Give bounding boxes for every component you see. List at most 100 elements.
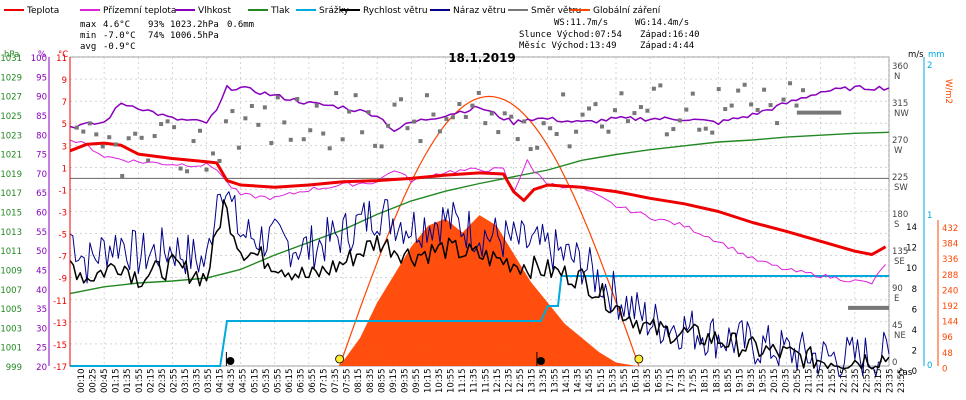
wind-direction-point (600, 124, 605, 129)
hpa-tick-label: 1021 (0, 151, 22, 161)
wind-direction-point (723, 107, 728, 112)
time-tick-label: 22:15 (839, 369, 849, 394)
wind-direction-point (295, 97, 300, 102)
direction-tick-name: W (894, 146, 903, 156)
hpa-tick-label: 1015 (0, 209, 22, 219)
time-tick-label: 13:15 (527, 369, 537, 394)
wind-direction-point (133, 131, 138, 136)
wind-direction-point (146, 158, 151, 163)
time-tick-label: 21:15 (805, 369, 815, 394)
pct-tick-label: 100 (31, 54, 47, 64)
hpa-tick-label: 1011 (0, 247, 22, 257)
wind-direction-point (262, 105, 267, 110)
direction-tick-deg: 360 (892, 62, 908, 72)
wind-direction-point (418, 139, 423, 144)
wind-direction-point (690, 91, 695, 96)
pct-tick-label: 85 (36, 112, 47, 122)
humidity-line (69, 84, 890, 133)
time-tick-label: 14:55 (585, 369, 595, 394)
wind-direction-point (411, 119, 416, 124)
wind-direction-point (178, 166, 183, 171)
wind-direction-point (496, 130, 501, 135)
legend-label: Rychlost větru (363, 6, 428, 16)
wind-direction-point (113, 142, 118, 147)
wind-direction-point (645, 108, 650, 113)
wind-direction-point (742, 82, 747, 87)
time-tick-label: 00:45 (100, 369, 110, 394)
stats-avg-label: avg (80, 42, 96, 52)
stats-max-pressure: 1023.2hPa (170, 20, 219, 30)
moon-set-marker (226, 357, 235, 365)
wind-direction-point (243, 116, 248, 121)
wind-direction-point (308, 128, 313, 133)
pct-tick-label: 70 (36, 170, 47, 180)
axis-unit-degc: °C (58, 50, 68, 60)
wind-direction-point (249, 103, 254, 108)
wind-direction-point (347, 109, 352, 114)
wind-direction-point (561, 92, 566, 97)
degc-tick-label: 11 (56, 54, 67, 64)
wind-direction-point (172, 125, 177, 130)
wind-direction-point (788, 81, 793, 86)
ms-tick-label: 4 (912, 326, 917, 336)
pct-tick-label: 65 (36, 189, 47, 199)
wind-direction-point (535, 145, 540, 150)
wm2-tick-label: 384 (942, 240, 958, 250)
hpa-tick-label: 1005 (0, 305, 22, 315)
time-tick-label: 12:35 (504, 369, 514, 393)
axis-unit-pct: % (38, 50, 46, 60)
time-tick-label: 04:55 (239, 369, 249, 394)
temperature-line (69, 141, 887, 256)
time-tick-label: 12:55 (516, 369, 526, 394)
time-tick-label: 16:55 (655, 369, 665, 394)
time-tick-label: 10:35 (435, 369, 445, 394)
wind-direction-point (729, 103, 734, 108)
wind-direction-point (677, 118, 682, 123)
stats-max-rain: 0.6mm (227, 20, 254, 30)
pct-tick-label: 55 (36, 228, 47, 238)
legend-label: Vlhkost (198, 6, 231, 16)
pct-tick-label: 95 (36, 73, 47, 83)
solar-radiation-area (339, 215, 637, 366)
wind-direction-point (340, 137, 345, 142)
time-tick-label: 15:35 (608, 369, 618, 394)
time-tick-label: 22:35 (851, 369, 861, 394)
chart-title: 18.1.2019 (448, 51, 516, 65)
axis-unit-time: čas (898, 367, 913, 378)
time-tick-label: 04:35 (227, 369, 237, 394)
wind-direction-point (107, 135, 112, 140)
time-tick-label: 09:35 (400, 369, 410, 394)
time-tick-label: 14:35 (574, 369, 584, 394)
direction-tick-name: SE (894, 257, 905, 267)
wind-direction-point (94, 132, 99, 137)
axis-unit-ms: m/s (908, 50, 924, 60)
pct-tick-label: 25 (36, 344, 47, 354)
wind-gust-line (69, 191, 890, 378)
time-tick-label: 00:10 (77, 369, 87, 394)
legend-label: Směr větru (531, 6, 581, 16)
wind-direction-point (632, 111, 637, 116)
direction-tick-deg: 180 (892, 210, 908, 220)
wind-direction-point (612, 108, 617, 113)
hpa-tick-label: 1019 (0, 170, 22, 180)
stats-avg-temp: -0.9°C (103, 42, 136, 52)
wind-direction-point (593, 102, 598, 107)
wind-direction-point (399, 97, 404, 102)
wind-direction-point (360, 130, 365, 135)
legend-label: Tlak (270, 6, 291, 16)
direction-tick-name: SW (894, 183, 908, 193)
wind-direction-point (664, 132, 669, 137)
wind-direction-point (554, 132, 559, 137)
direction-tick-name: E (894, 294, 899, 304)
wind-direction-point (87, 121, 92, 126)
wind-direction-point (159, 122, 164, 127)
wind-direction-point (541, 121, 546, 126)
pct-tick-label: 45 (36, 266, 47, 276)
wind-direction-point (703, 126, 708, 131)
wind-direction-point (256, 122, 261, 127)
mm-tick-label: 2 (927, 61, 932, 71)
direction-tick-deg: 270 (892, 136, 908, 146)
wind-direction-point (100, 144, 105, 149)
wind-direction-point (476, 90, 481, 95)
